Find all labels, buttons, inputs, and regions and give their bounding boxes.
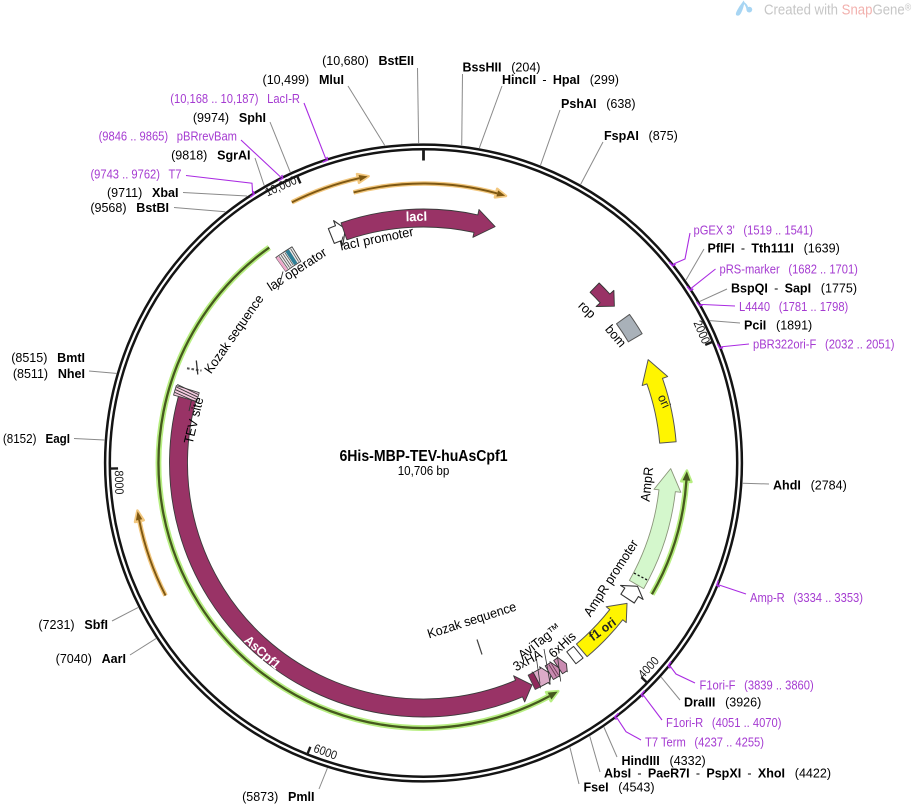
svg-text:pRS-marker (1682 .. 1701): pRS-marker (1682 .. 1701) [720,262,858,277]
svg-text:AhdI (2784): AhdI (2784) [773,477,847,492]
svg-text:Created with SnapGene®: Created with SnapGene® [764,0,911,17]
svg-text:BssHII (204): BssHII (204) [463,59,541,74]
svg-text:T7 Term (4237 .. 4255): T7 Term (4237 .. 4255) [645,735,764,750]
svg-text:L4440 (1781 .. 1798): L4440 (1781 .. 1798) [739,299,848,314]
svg-text:(10,680) BstEII: (10,680) BstEII [322,53,414,68]
svg-text:PshAI (638): PshAI (638) [561,96,635,111]
svg-text:8000: 8000 [112,470,125,494]
svg-text:(10,499) MluI: (10,499) MluI [263,72,344,87]
svg-text:pBR322ori-F (2032 .. 2051): pBR322ori-F (2032 .. 2051) [753,337,895,352]
svg-text:Amp-R (3334 .. 3353): Amp-R (3334 .. 3353) [750,590,863,605]
svg-text:(8511) NheI: (8511) NheI [13,366,85,381]
svg-text:(9743 .. 9762) T7: (9743 .. 9762) T7 [90,167,181,182]
svg-text:pGEX 3' (1519 .. 1541): pGEX 3' (1519 .. 1541) [694,223,813,238]
svg-text:(8152) EagI: (8152) EagI [3,431,70,446]
svg-text:AmpR: AmpR [637,466,656,502]
svg-text:(5873) PmlI: (5873) PmlI [242,789,314,804]
svg-text:(7040) AarI: (7040) AarI [56,651,126,666]
svg-text:FseI (4543): FseI (4543) [584,779,655,794]
svg-text:FspAI (875): FspAI (875) [604,128,678,143]
svg-text:HindIII (4332): HindIII (4332) [622,753,706,768]
svg-text:HincII - HpaI (299): HincII - HpaI (299) [502,72,619,87]
svg-text:(9846 .. 9865) pBRrevBam: (9846 .. 9865) pBRrevBam [99,129,237,144]
svg-text:(9711) XbaI: (9711) XbaI [107,185,179,200]
svg-text:ori: ori [655,392,674,410]
svg-text:6His-MBP-TEV-huAsCpf1: 6His-MBP-TEV-huAsCpf1 [339,447,507,465]
svg-text:10,706 bp: 10,706 bp [398,463,450,478]
svg-text:AbsI - PaeR7I - PspXI - XhoI: AbsI - PaeR7I - PspXI - XhoI (4422) [604,765,831,780]
svg-text:(9568) BstBI: (9568) BstBI [90,200,169,215]
svg-text:(10,168 .. 10,187) LacI-R: (10,168 .. 10,187) LacI-R [170,91,300,106]
svg-text:(9974) SphI: (9974) SphI [193,110,266,125]
svg-text:PflFI - Tth111I (1639): PflFI - Tth111I (1639) [708,240,840,255]
svg-text:F1ori-R (4051 .. 4070): F1ori-R (4051 .. 4070) [666,715,781,730]
svg-text:(8515) BmtI: (8515) BmtI [11,350,85,365]
svg-text:lacI: lacI [405,208,427,224]
svg-text:F1ori-F (3839 .. 3860): F1ori-F (3839 .. 3860) [700,678,814,693]
svg-text:(7231) SbfI: (7231) SbfI [38,617,108,632]
svg-text:BspQI - SapI (1775): BspQI - SapI (1775) [731,280,857,295]
svg-text:(9818) SgrAI: (9818) SgrAI [171,147,250,162]
svg-text:DraIII (3926): DraIII (3926) [684,694,761,709]
svg-text:PciI (1891): PciI (1891) [744,317,812,332]
